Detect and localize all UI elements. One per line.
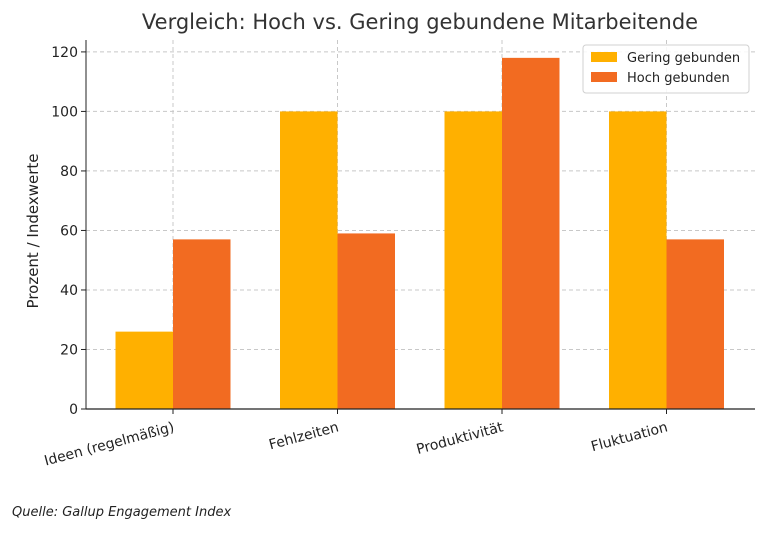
bar [502, 57, 560, 410]
legend-label: Gering gebunden [627, 51, 740, 66]
y-tick-labels: 0 20 40 60 80 100 120 [51, 45, 86, 418]
bar [666, 239, 724, 409]
y-tick-label: 60 [60, 223, 78, 239]
y-tick-label: 0 [69, 402, 78, 418]
bar [337, 233, 395, 409]
bar [173, 239, 231, 409]
legend-swatch [591, 52, 617, 62]
legend-box [582, 44, 750, 94]
chart-title: Vergleich: Hoch vs. Gering gebundene Mit… [142, 10, 698, 34]
bar [280, 111, 338, 409]
y-tick-label: 100 [51, 104, 78, 120]
y-tick-label: 120 [51, 45, 78, 61]
y-tick-label: 80 [60, 164, 78, 180]
x-tick-labels: Ideen (regelmäßig) Fehlzeiten Produktivitä… [43, 409, 670, 469]
x-tick-label: Fehlzeiten [267, 419, 340, 453]
x-tick-label: Produktivität [415, 419, 506, 458]
x-tick-label: Ideen (regelmäßig) [43, 419, 176, 469]
y-tick-label: 20 [60, 342, 78, 358]
x-tick-label: Fluktuation [589, 419, 669, 455]
legend-label: Hoch gebunden [627, 71, 730, 86]
legend-swatch [591, 72, 617, 82]
axes [85, 40, 755, 410]
bar [609, 111, 667, 409]
legend: Gering gebunden Hoch gebunden [582, 44, 750, 94]
bars [115, 57, 724, 410]
bar [444, 111, 502, 409]
y-axis-label: Prozent / Indexwerte [24, 154, 42, 309]
source-note: Quelle: Gallup Engagement Index [12, 505, 232, 520]
y-tick-label: 40 [60, 283, 78, 299]
bar [115, 331, 173, 409]
